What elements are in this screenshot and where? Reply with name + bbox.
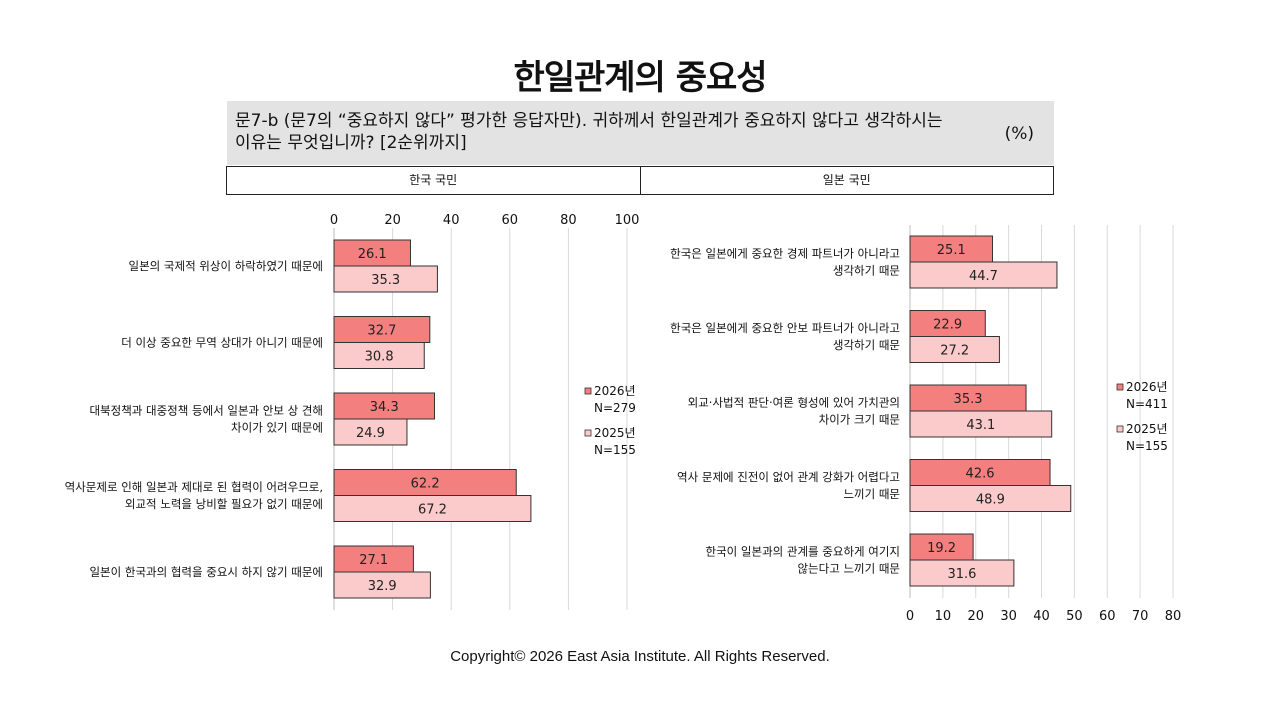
question-text: 문7-b (문7의 “중요하지 않다” 평가한 응답자만). 귀하께서 한일관계… [235,111,943,153]
japan-data-label: 27.2 [940,344,969,359]
korea-category-label: 일본이 한국과의 협력을 중요시 하지 않기 때문에 [89,565,323,579]
korea-tick-label: 100 [615,213,640,228]
korea-data-label: 32.7 [367,324,396,339]
japan-category-label: 생각하기 때문 [833,264,900,278]
japan-category-label: 외교·사법적 판단·여론 형성에 있어 가치관의 [688,396,900,410]
japan-tick-label: 80 [1165,609,1182,624]
page-title: 한일관계의 중요성 [513,58,767,98]
group-label-japan: 일본 국민 [639,167,1054,194]
korea-legend-label: 2026년 [594,384,636,398]
japan-legend-swatch [1116,425,1124,433]
korea-bar [333,342,425,369]
korea-category-label: 차이가 있기 때문에 [231,421,323,435]
copyright-footer: Copyright© 2026 East Asia Institute. All… [450,648,830,665]
japan-category-label: 한국이 일본과의 관계를 중요하게 여기지 [706,545,900,559]
japan-tick-label: 60 [1099,609,1116,624]
japan-data-label: 22.9 [933,318,962,333]
japan-category-label: 한국은 일본에게 중요한 안보 파트너가 아니라고 [670,321,900,335]
korea-category-label: 일본의 국제적 위상이 하락하였기 때문에 [129,259,323,273]
korea-bar [333,495,532,522]
korea-data-label: 24.9 [356,426,385,441]
japan-bar [909,459,1051,486]
japan-tick-label: 50 [1066,609,1083,624]
japan-bar [909,384,1027,412]
korea-bar [333,545,414,573]
question-box: 문7-b (문7의 “중요하지 않다” 평가한 응답자만). 귀하께서 한일관계… [227,101,1054,165]
korea-data-label: 27.1 [359,553,388,568]
korea-data-label: 26.1 [358,247,387,262]
korea-bar [333,316,431,343]
japan-bar [909,336,1000,363]
japan-bar [909,310,986,337]
japan-category-label: 않는다고 느끼기 때문 [797,562,900,576]
korea-legend-n: N=279 [594,401,636,415]
japan-legend-n: N=411 [1126,397,1168,411]
japan-legend-swatch [1116,383,1124,391]
japan-data-label: 48.9 [976,493,1005,508]
korea-data-label: 62.2 [411,477,440,492]
japan-tick-label: 0 [906,609,914,624]
japan-data-label: 42.6 [966,467,995,482]
korea-tick-label: 20 [384,213,401,228]
japan-data-label: 31.6 [947,567,976,582]
japan-bar [909,485,1072,512]
korea-data-label: 30.8 [365,350,394,365]
korea-tick-label: 0 [330,213,338,228]
japan-legend-label: 2025년 [1126,422,1168,436]
japan-category-label: 생각하기 때문 [833,338,900,352]
group-label-korea: 한국 국민 [409,173,458,187]
korea-tick-label: 60 [502,213,519,228]
japan-bar [909,235,994,263]
japan-bar [909,559,1015,587]
japan-legend-n: N=155 [1126,439,1168,453]
japan-data-label: 35.3 [954,392,983,407]
japan-category-label: 차이가 크기 때문 [819,413,900,427]
japan-category-label: 한국은 일본에게 중요한 경제 파트너가 아니라고 [670,247,900,261]
japan-data-label: 43.1 [966,418,995,433]
japan-tick-label: 20 [967,609,984,624]
korea-data-label: 35.3 [371,273,400,288]
korea-legend-label: 2025년 [594,426,636,440]
korea-bar [333,469,517,496]
korea-tick-label: 40 [443,213,460,228]
korea-legend-n: N=155 [594,443,636,457]
korea-bar [333,265,438,293]
japan-data-label: 44.7 [969,269,998,284]
korea-legend-swatch [584,429,592,437]
japan-tick-label: 40 [1033,609,1050,624]
korea-bar [333,418,408,446]
group-header: 한국 국민 일본 국민 [226,166,1054,195]
korea-category-label: 외교적 노력을 낭비할 필요가 없기 때문에 [125,497,323,511]
japan-tick-label: 30 [1000,609,1017,624]
unit-label: (%) [1004,124,1034,144]
japan-bar [909,261,1058,289]
korea-data-label: 34.3 [370,400,399,415]
japan-tick-label: 10 [935,609,952,624]
japan-data-label: 19.2 [927,541,956,556]
korea-category-label: 더 이상 중요한 무역 상대가 아니기 때문에 [121,336,323,350]
japan-category-label: 역사 문제에 진전이 없어 관계 강화가 어렵다고 [677,470,900,484]
japan-data-label: 25.1 [937,243,966,258]
korea-tick-label: 80 [560,213,577,228]
korea-bar [333,571,431,599]
korea-category-label: 대북정책과 대중정책 등에서 일본과 안보 상 견해 [89,404,323,418]
japan-tick-label: 70 [1132,609,1149,624]
korea-bar [333,239,411,267]
korea-legend-swatch [584,387,592,395]
japan-legend-label: 2026년 [1126,380,1168,394]
korea-data-label: 32.9 [368,579,397,594]
japan-bar [909,410,1053,438]
korea-category-label: 역사문제로 인해 일본과 제대로 된 협력이 어려우므로, [65,480,323,494]
korea-data-label: 67.2 [418,503,447,518]
japan-category-label: 느끼기 때문 [843,487,900,501]
